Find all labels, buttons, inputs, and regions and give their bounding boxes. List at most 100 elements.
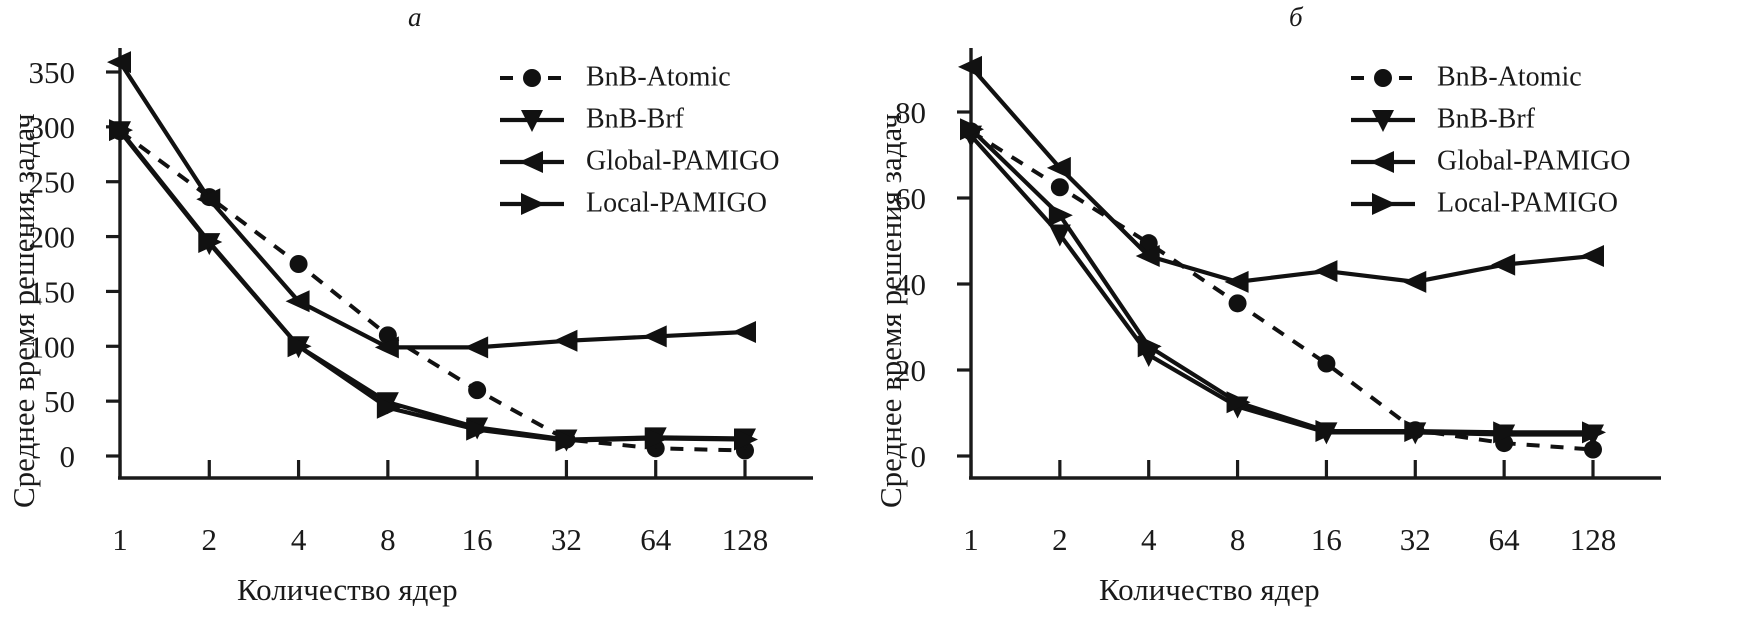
data-point-bnb-atomic: [1228, 294, 1247, 313]
data-point-local-pamigo: [1404, 420, 1429, 443]
data-point-local-pamigo: [287, 335, 312, 358]
x-tick-label: 64: [1489, 522, 1521, 557]
data-point-bnb-atomic: [468, 381, 487, 400]
data-point-local-pamigo: [1315, 420, 1340, 443]
data-point-local-pamigo: [1226, 391, 1251, 414]
data-point-global-pamigo: [1313, 260, 1338, 283]
legend-swatch-marker: [521, 193, 545, 215]
y-tick-label: 20: [895, 353, 926, 388]
panel-label-b: б: [1288, 2, 1304, 32]
x-axis-title-a: Количество ядер: [237, 572, 458, 607]
data-point-bnb-atomic: [1584, 440, 1602, 459]
x-tick-label: 128: [722, 522, 769, 557]
y-tick-label: 350: [29, 55, 76, 90]
data-point-bnb-atomic: [1317, 354, 1336, 373]
x-tick-label: 16: [462, 522, 493, 557]
data-point-global-pamigo: [1046, 156, 1071, 179]
legend-label: Global-PAMIGO: [1437, 145, 1630, 176]
data-point-global-pamigo: [1580, 245, 1604, 268]
x-tick-label: 4: [291, 522, 307, 557]
data-point-local-pamigo: [198, 231, 223, 254]
legend-label: BnB-Atomic: [1437, 61, 1582, 92]
data-point-local-pamigo: [376, 396, 401, 419]
x-tick-label: 1: [963, 522, 979, 557]
legend-label: Global-PAMIGO: [586, 145, 779, 176]
y-tick-label: 60: [895, 181, 926, 216]
series-line-global-pamigo: [118, 60, 746, 350]
y-tick-label: 250: [29, 165, 76, 200]
x-tick-label: 128: [1570, 522, 1617, 557]
data-point-local-pamigo: [644, 427, 669, 450]
data-point-bnb-atomic: [1139, 234, 1158, 253]
data-point-local-pamigo: [1582, 421, 1606, 444]
legend-swatch-marker: [1372, 193, 1396, 215]
data-point-bnb-brf: [1048, 224, 1071, 247]
data-point-global-pamigo: [196, 188, 221, 211]
series-line-local-pamigo: [969, 127, 1593, 435]
legend-swatch-marker: [521, 110, 543, 132]
axis-lines: [969, 48, 1661, 480]
x-tick-label: 2: [202, 522, 218, 557]
legend-label: BnB-Brf: [586, 103, 685, 134]
plot-area-a: 0 50 100 150 200 250 300 350 1 2 4 8 16 32 64 128 BnB-At…: [29, 48, 813, 557]
legend-swatch-marker: [1372, 110, 1394, 132]
data-point-local-pamigo: [1137, 335, 1162, 358]
legend-swatch-marker: [1374, 69, 1392, 87]
y-tick-label: 300: [29, 110, 76, 145]
data-point-global-pamigo: [374, 336, 399, 359]
data-point-global-pamigo: [1224, 270, 1249, 293]
data-point-global-pamigo: [958, 55, 982, 78]
axis-lines: [118, 48, 813, 480]
chart-panel-b: б Среднее время решения задач Количество…: [871, 0, 1741, 623]
legend-label: BnB-Atomic: [586, 61, 731, 92]
legend-label: Local-PAMIGO: [1437, 187, 1618, 218]
series-line-bnb-brf: [118, 129, 746, 442]
data-point-global-pamigo: [1135, 245, 1160, 268]
x-tick-label: 64: [640, 522, 672, 557]
data-point-local-pamigo: [555, 429, 580, 452]
data-point-global-pamigo: [1402, 270, 1427, 293]
data-point-bnb-atomic: [1050, 178, 1069, 197]
y-tick-label: 0: [911, 439, 927, 474]
y-tick-label: 80: [895, 95, 926, 130]
data-point-global-pamigo: [642, 325, 667, 348]
x-tick-label: 32: [551, 522, 582, 557]
data-point-global-pamigo: [464, 336, 489, 359]
legend-label: BnB-Brf: [1437, 103, 1536, 134]
x-tick-label: 32: [1400, 522, 1431, 557]
legend-swatch-marker: [523, 69, 541, 87]
data-point-global-pamigo: [1491, 253, 1516, 276]
y-tick-label: 0: [60, 439, 76, 474]
chart-panel-a: а Среднее время решения задач Количество…: [0, 0, 870, 623]
y-tick-label: 200: [29, 220, 76, 255]
x-tick-label: 1: [112, 522, 128, 557]
y-tick-label: 150: [29, 274, 76, 309]
x-axis-title-b: Количество ядер: [1099, 572, 1320, 607]
series-line-local-pamigo: [118, 128, 746, 443]
y-tick-label: 100: [29, 329, 76, 364]
data-point-bnb-atomic: [289, 255, 308, 273]
panel-label-a: а: [408, 2, 422, 32]
series-line-bnb-atomic: [969, 129, 1594, 452]
legend-swatch-marker: [1370, 151, 1394, 173]
x-tick-label: 8: [1230, 522, 1246, 557]
data-point-global-pamigo: [732, 321, 756, 344]
data-point-local-pamigo: [1048, 204, 1073, 227]
data-point-global-pamigo: [553, 329, 578, 352]
y-tick-label: 40: [895, 267, 926, 302]
x-tick-label: 2: [1052, 522, 1068, 557]
data-point-local-pamigo: [466, 418, 491, 441]
x-tick-label: 16: [1311, 522, 1342, 557]
series-line-global-pamigo: [969, 65, 1594, 284]
data-point-local-pamigo: [960, 118, 984, 141]
plot-area-b: 0 20 40 60 80 1 2 4 8 16 32 64 128 BnB-Atomic BnB-Brf G…: [895, 48, 1661, 557]
x-tick-label: 8: [380, 522, 396, 557]
data-point-global-pamigo: [107, 51, 131, 74]
legend-swatch-marker: [519, 151, 543, 173]
y-tick-label: 50: [44, 384, 75, 419]
x-tick-label: 4: [1141, 522, 1157, 557]
data-point-local-pamigo: [1493, 421, 1518, 444]
legend-label: Local-PAMIGO: [586, 187, 767, 218]
series-line-bnb-atomic: [118, 129, 746, 453]
